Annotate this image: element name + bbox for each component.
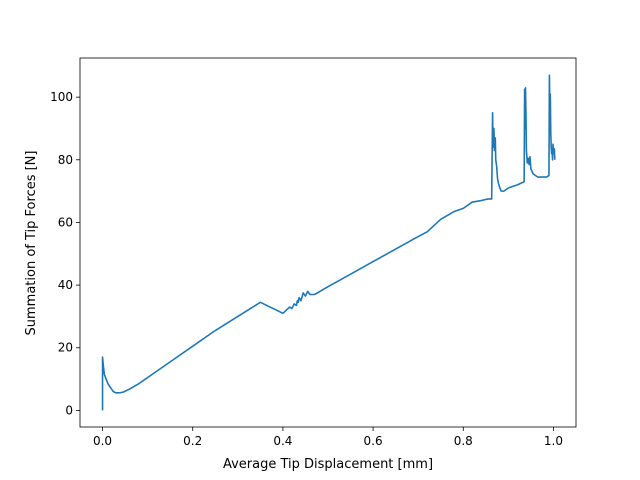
x-tick-label: 0.2 — [183, 434, 202, 448]
series-line-0 — [101, 74, 556, 411]
plot-area — [79, 57, 577, 428]
x-axis-label: Average Tip Displacement [mm] — [223, 457, 433, 472]
y-tick-label: 20 — [58, 341, 73, 355]
x-tick-label: 0.6 — [364, 434, 383, 448]
y-tick-label: 60 — [58, 215, 73, 229]
y-axis-ticks: 0 20 40 60 80 100 — [50, 90, 80, 417]
y-tick-label: 80 — [58, 153, 73, 167]
axes-frame — [79, 57, 577, 428]
y-tick-label: 40 — [58, 278, 73, 292]
x-tick-label: 0.4 — [273, 434, 292, 448]
y-tick-label: 100 — [50, 90, 73, 104]
x-axis-ticks: 0.0 0.2 0.4 0.6 0.8 1.0 — [93, 427, 563, 448]
x-tick-label: 1.0 — [544, 434, 563, 448]
y-tick-label: 0 — [65, 403, 73, 417]
y-axis-label: Summation of Tip Forces [N] — [24, 151, 39, 336]
x-tick-label: 0.0 — [93, 434, 112, 448]
x-tick-label: 0.8 — [454, 434, 473, 448]
